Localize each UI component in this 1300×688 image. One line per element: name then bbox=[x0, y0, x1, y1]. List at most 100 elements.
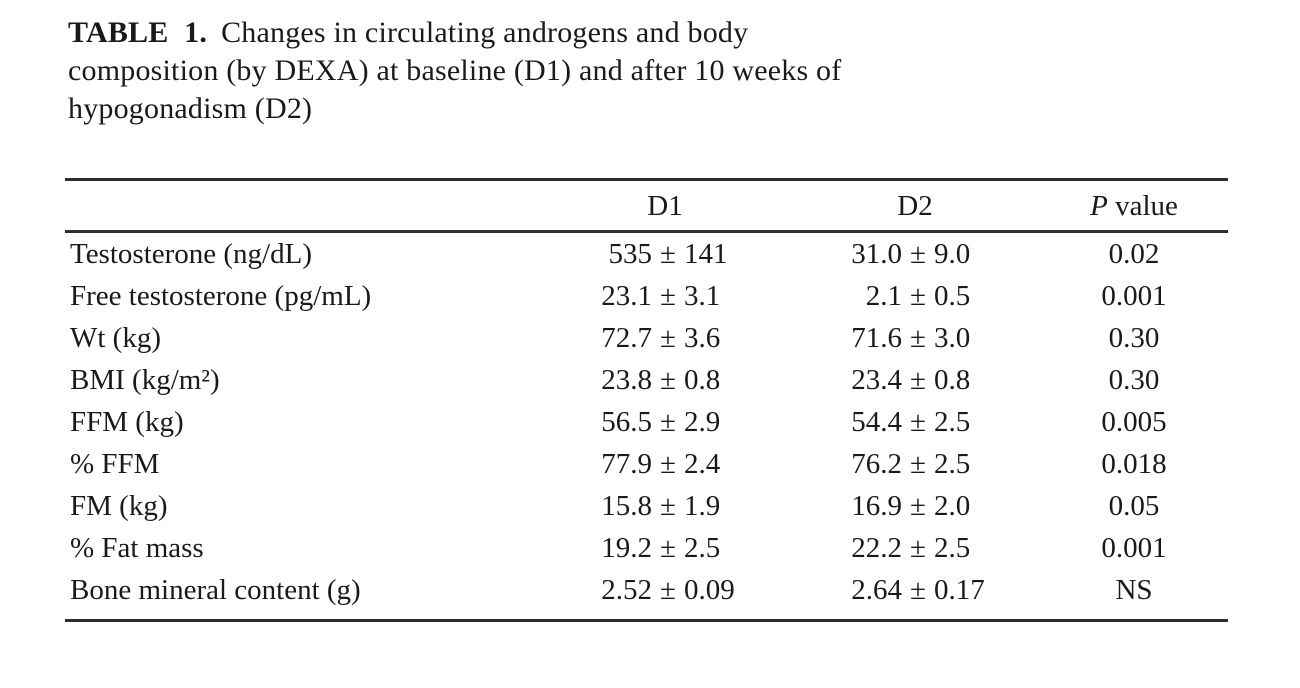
d2-sd: 2.0 bbox=[933, 489, 971, 522]
d1-sd: 1.9 bbox=[683, 489, 721, 522]
plus-minus-sign: ± bbox=[660, 363, 676, 396]
caption-text-1: Changes in circulating androgens and bod… bbox=[221, 16, 749, 49]
d2-mean: 16.9 bbox=[851, 489, 903, 522]
column-header-d2: D2 bbox=[897, 190, 933, 222]
plus-minus-sign: ± bbox=[910, 363, 926, 396]
table-number: TABLE 1. bbox=[68, 16, 208, 49]
plus-minus-sign: ± bbox=[660, 447, 676, 480]
d1-sd: 2.4 bbox=[683, 447, 721, 480]
d1-sd: 2.9 bbox=[683, 405, 721, 438]
p-value-cell: 0.02 bbox=[1108, 237, 1160, 270]
parameter-label: % FFM bbox=[70, 447, 160, 480]
d2-mean: 2.64 bbox=[851, 573, 903, 606]
table-row: % FFM 77.9 ±2.4 76.2 ±2.5 0.018 bbox=[65, 443, 1228, 485]
plus-minus-sign: ± bbox=[660, 321, 676, 354]
table-row: Wt (kg) 72.7 ±3.6 71.6 ±3.0 0.30 bbox=[65, 317, 1228, 359]
d2-value-cell: 31.0 ±9.0 bbox=[790, 238, 1040, 271]
d2-value-cell: 71.6 ±3.0 bbox=[790, 322, 1040, 355]
parameter-label: Testosterone (ng/dL) bbox=[70, 237, 312, 270]
parameter-label: BMI (kg/m²) bbox=[70, 363, 220, 396]
d1-sd: 3.6 bbox=[683, 321, 721, 354]
d2-value-cell: 2.1 ±0.5 bbox=[790, 280, 1040, 313]
table-row: Bone mineral content (g) 2.52 ±0.09 2.64 ±… bbox=[65, 569, 1228, 611]
d2-mean: 23.4 bbox=[851, 363, 903, 396]
plus-minus-sign: ± bbox=[660, 531, 676, 564]
d1-mean: 56.5 bbox=[601, 405, 653, 438]
d2-mean: 54.4 bbox=[851, 405, 903, 438]
column-header-p-value: P value bbox=[1040, 190, 1228, 223]
d1-sd: 2.5 bbox=[683, 531, 721, 564]
plus-minus-sign: ± bbox=[910, 237, 926, 270]
plus-minus-sign: ± bbox=[910, 405, 926, 438]
d1-mean: 23.8 bbox=[601, 363, 653, 396]
d2-value-cell: 16.9 ±2.0 bbox=[790, 490, 1040, 523]
d1-mean: 19.2 bbox=[601, 531, 653, 564]
caption-line-2: composition (by DEXA) at baseline (D1) a… bbox=[68, 54, 842, 87]
table-row: FFM (kg) 56.5 ±2.9 54.4 ±2.5 0.005 bbox=[65, 401, 1228, 443]
plus-minus-sign: ± bbox=[910, 573, 926, 606]
d2-mean: 2.1 bbox=[865, 279, 903, 312]
table-row: Testosterone (ng/dL) 535 ±141 31.0 ±9.0 0.… bbox=[65, 233, 1228, 275]
d1-sd: 0.8 bbox=[683, 363, 721, 396]
column-header-d1: D1 bbox=[647, 190, 683, 222]
d2-sd: 0.5 bbox=[933, 279, 971, 312]
d1-mean: 23.1 bbox=[601, 279, 653, 312]
d1-mean: 77.9 bbox=[601, 447, 653, 480]
plus-minus-sign: ± bbox=[660, 573, 676, 606]
plus-minus-sign: ± bbox=[910, 321, 926, 354]
d2-sd: 9.0 bbox=[933, 237, 971, 270]
p-value-italic-p: P bbox=[1090, 190, 1108, 222]
d1-value-cell: 72.7 ±3.6 bbox=[540, 322, 790, 355]
table-caption: TABLE 1. Changes in circulating androgens… bbox=[68, 14, 1178, 128]
d1-value-cell: 2.52 ±0.09 bbox=[540, 574, 790, 607]
d2-value-cell: 23.4 ±0.8 bbox=[790, 364, 1040, 397]
d2-sd: 3.0 bbox=[933, 321, 971, 354]
p-value-rest: value bbox=[1107, 190, 1178, 222]
caption-line-1: TABLE 1. Changes in circulating androgens… bbox=[68, 14, 1178, 52]
plus-minus-sign: ± bbox=[910, 279, 926, 312]
d1-mean: 2.52 bbox=[601, 573, 653, 606]
parameter-label: FM (kg) bbox=[70, 489, 168, 522]
p-value-cell: 0.30 bbox=[1108, 321, 1160, 354]
table-header-row: D1 D2 P value bbox=[65, 181, 1228, 233]
plus-minus-sign: ± bbox=[660, 405, 676, 438]
data-table: D1 D2 P value Testosterone (ng/dL) 535 ±1… bbox=[65, 178, 1228, 622]
table-row: BMI (kg/m²) 23.8 ±0.8 23.4 ±0.8 0.30 bbox=[65, 359, 1228, 401]
plus-minus-sign: ± bbox=[660, 489, 676, 522]
d2-mean: 31.0 bbox=[851, 237, 903, 270]
parameter-label: % Fat mass bbox=[70, 531, 204, 564]
d2-value-cell: 76.2 ±2.5 bbox=[790, 448, 1040, 481]
p-value-cell: 0.05 bbox=[1108, 489, 1160, 522]
parameter-label: Bone mineral content (g) bbox=[70, 573, 361, 606]
d1-value-cell: 19.2 ±2.5 bbox=[540, 532, 790, 565]
table-body: Testosterone (ng/dL) 535 ±141 31.0 ±9.0 0.… bbox=[65, 233, 1228, 619]
d1-sd: 141 bbox=[683, 237, 728, 270]
p-value-cell: NS bbox=[1115, 573, 1153, 606]
d1-mean: 15.8 bbox=[601, 489, 653, 522]
plus-minus-sign: ± bbox=[910, 531, 926, 564]
d2-mean: 71.6 bbox=[851, 321, 903, 354]
parameter-label: Wt (kg) bbox=[70, 321, 161, 354]
d2-sd: 2.5 bbox=[933, 405, 971, 438]
plus-minus-sign: ± bbox=[660, 279, 676, 312]
p-value-cell: 0.30 bbox=[1108, 363, 1160, 396]
plus-minus-sign: ± bbox=[660, 237, 676, 270]
table-row: Free testosterone (pg/mL) 23.1 ±3.1 2.1 ±0… bbox=[65, 275, 1228, 317]
d1-sd: 3.1 bbox=[683, 279, 721, 312]
d2-value-cell: 22.2 ±2.5 bbox=[790, 532, 1040, 565]
p-value-cell: 0.001 bbox=[1101, 531, 1167, 564]
d1-value-cell: 15.8 ±1.9 bbox=[540, 490, 790, 523]
d2-value-cell: 54.4 ±2.5 bbox=[790, 406, 1040, 439]
d1-value-cell: 535 ±141 bbox=[540, 238, 790, 271]
d2-sd: 0.8 bbox=[933, 363, 971, 396]
d2-sd: 2.5 bbox=[933, 531, 971, 564]
p-value-cell: 0.001 bbox=[1101, 279, 1167, 312]
p-value-cell: 0.005 bbox=[1101, 405, 1167, 438]
d2-sd: 0.17 bbox=[933, 573, 985, 606]
table-row: % Fat mass 19.2 ±2.5 22.2 ±2.5 0.001 bbox=[65, 527, 1228, 569]
d1-mean: 72.7 bbox=[601, 321, 653, 354]
p-value-cell: 0.018 bbox=[1101, 447, 1167, 480]
d1-value-cell: 77.9 ±2.4 bbox=[540, 448, 790, 481]
parameter-label: FFM (kg) bbox=[70, 405, 184, 438]
d2-sd: 2.5 bbox=[933, 447, 971, 480]
